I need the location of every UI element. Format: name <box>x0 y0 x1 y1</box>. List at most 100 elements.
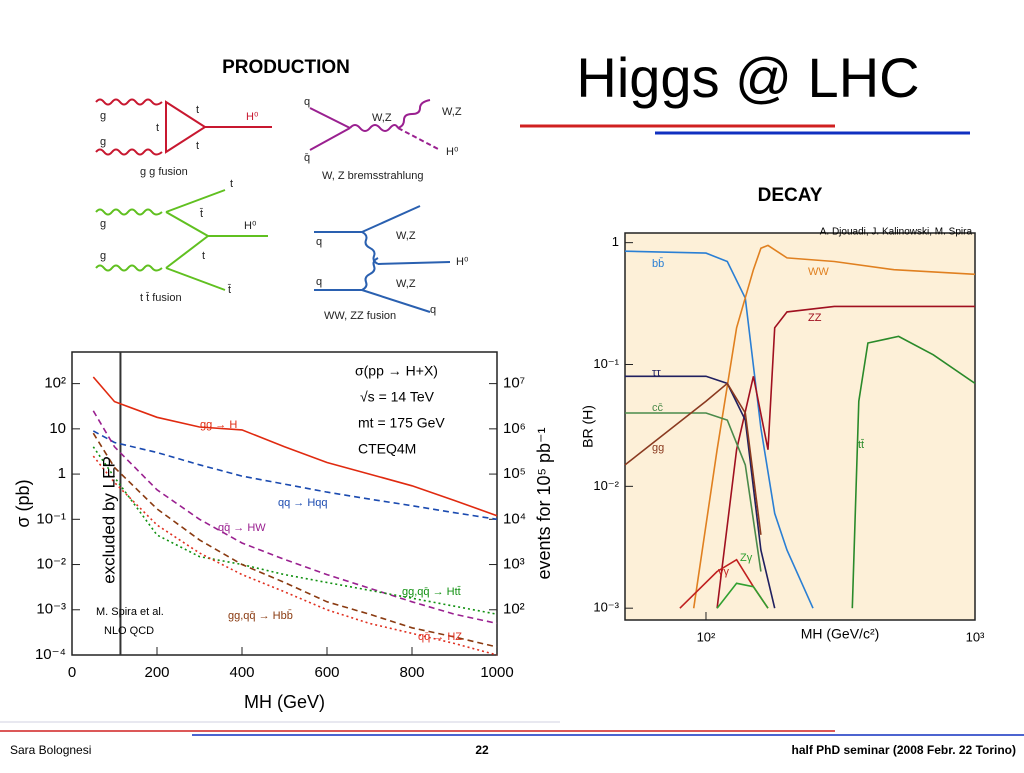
series-label: ττ <box>652 367 661 379</box>
diagram-caption: t t̄ fusion <box>140 292 182 304</box>
y-tick-label: 10⁻³ <box>593 600 619 615</box>
y2-tick-label: 10⁷ <box>503 375 525 392</box>
diagram-caption: WW, ZZ fusion <box>324 310 396 322</box>
higgs-line <box>377 261 451 265</box>
series-label: bb̄ <box>652 257 664 270</box>
diagram-gg-fusion <box>95 98 272 156</box>
gluon <box>95 148 163 156</box>
diagram-caption: g g fusion <box>140 166 188 178</box>
series-line <box>716 582 769 609</box>
diagram-label: t̄ <box>199 208 203 220</box>
gluon <box>95 98 163 106</box>
boson <box>361 257 379 291</box>
y2-tick-label: 10⁵ <box>503 465 526 482</box>
diagram-label: g <box>100 110 106 122</box>
series-line <box>851 335 976 609</box>
annotation: mt = 175 GeV <box>358 415 445 431</box>
series-line <box>692 244 976 609</box>
diagram-label: W,Z <box>372 112 392 124</box>
y-tick-label: 1 <box>612 234 619 249</box>
series-label: qq → Hqq <box>278 497 328 509</box>
series-label: tt̄ <box>858 439 864 451</box>
series-line <box>92 376 498 517</box>
y2-tick-label: 10³ <box>503 556 525 573</box>
chart: 10² 10 1 10⁻¹ 10⁻² 10⁻³ 10⁻⁴0 200 400 600 800 1000 1… <box>13 351 554 712</box>
diagram-label: t <box>196 140 199 152</box>
antitop <box>165 267 226 291</box>
decay-heading: DECAY <box>758 185 823 206</box>
footer-event: half PhD seminar (2008 Febr. 22 Torino) <box>791 743 1016 757</box>
series-line <box>92 410 498 625</box>
diagram-labels: q q W,Z W,Z H⁰ q WW, ZZ fusion <box>316 230 469 322</box>
series-line <box>624 250 814 609</box>
x-axis-label: MH (GeV/c²) <box>801 626 880 642</box>
diagram-label: W,Z <box>442 106 462 118</box>
y-tick-label: 10⁻² <box>36 556 66 573</box>
quark <box>361 205 421 233</box>
boson-out <box>397 99 431 129</box>
top <box>165 235 209 269</box>
y-tick-label: 10 <box>49 420 66 437</box>
annotation: excluded by LEP <box>99 456 118 584</box>
y-tick-label: 10⁻⁴ <box>35 646 66 663</box>
top <box>165 211 209 237</box>
gluon <box>95 208 163 216</box>
top <box>165 189 226 213</box>
series-label: qq̄ → HZ <box>418 631 462 643</box>
diagram-caption: W, Z bremsstrahlung <box>322 170 423 182</box>
annotation: NLO QCD <box>104 625 154 637</box>
diagram-label: q <box>316 276 322 288</box>
diagram-wz-brems <box>309 99 441 151</box>
y-tick-label: 1 <box>58 465 66 482</box>
y-tick-label: 10⁻² <box>593 478 619 493</box>
diagram-label: H⁰ <box>246 111 259 123</box>
x-tick-label: 10³ <box>966 629 985 644</box>
series-line <box>624 382 762 535</box>
annotation: √s = 14 TeV <box>360 389 435 405</box>
y2-tick-label: 10² <box>503 601 525 618</box>
x-axis-label: MH (GeV) <box>244 692 325 712</box>
series-label: gg,qq̄ → Htt̄ <box>402 586 461 598</box>
footer-page: 22 <box>475 743 489 757</box>
annotation: M. Spira et al. <box>96 606 164 618</box>
y-tick-label: 10⁻¹ <box>593 356 619 371</box>
diagram-label: t <box>202 250 205 262</box>
diagram-label: H⁰ <box>244 220 257 232</box>
antiquark <box>309 127 351 151</box>
series-label: γγ <box>718 566 730 578</box>
y-tick-label: 10⁻³ <box>36 601 66 618</box>
quark <box>361 289 431 313</box>
y-axis-label: σ (pb) <box>13 479 33 527</box>
slide-title: Higgs @ LHC <box>576 46 919 109</box>
series-label: gg → H <box>200 419 237 431</box>
diagram-label: q <box>430 304 436 316</box>
x-tick-label: 800 <box>399 664 424 681</box>
x-tick-label: 1000 <box>480 664 513 681</box>
series-label: ZZ <box>808 312 822 324</box>
y2-tick-label: 10⁶ <box>503 420 526 437</box>
diagram-vv-fusion <box>314 205 451 313</box>
top-loop <box>165 100 207 154</box>
chart: 1 10⁻¹ 10⁻² 10⁻³ 10² 10³ MH (GeV/c²) BR (H) bb̄ W… <box>580 227 985 645</box>
series-line <box>716 305 975 609</box>
diagram-label: W,Z <box>396 230 416 242</box>
x-tick-label: 10² <box>697 629 716 644</box>
annotation: CTEQ4M <box>358 441 416 457</box>
diagram-label: t̄ <box>227 284 231 296</box>
y-axis-label: BR (H) <box>580 405 596 448</box>
y-tick-label: 10² <box>44 375 66 392</box>
diagram-label: W,Z <box>396 278 416 290</box>
diagram-label: H⁰ <box>456 256 469 268</box>
plot-area <box>71 351 498 656</box>
x-tick-label: 600 <box>314 664 339 681</box>
diagram-label: q <box>304 96 310 108</box>
y2-tick-label: 10⁴ <box>503 510 526 527</box>
series-label: Zγ <box>740 552 753 564</box>
boson <box>349 124 399 132</box>
boson <box>361 231 379 265</box>
y-tick-label: 10⁻¹ <box>36 510 66 527</box>
diagram-label: g <box>100 218 106 230</box>
x-tick-label: 0 <box>68 664 76 681</box>
series-label: qq̄ → HW <box>218 522 266 534</box>
